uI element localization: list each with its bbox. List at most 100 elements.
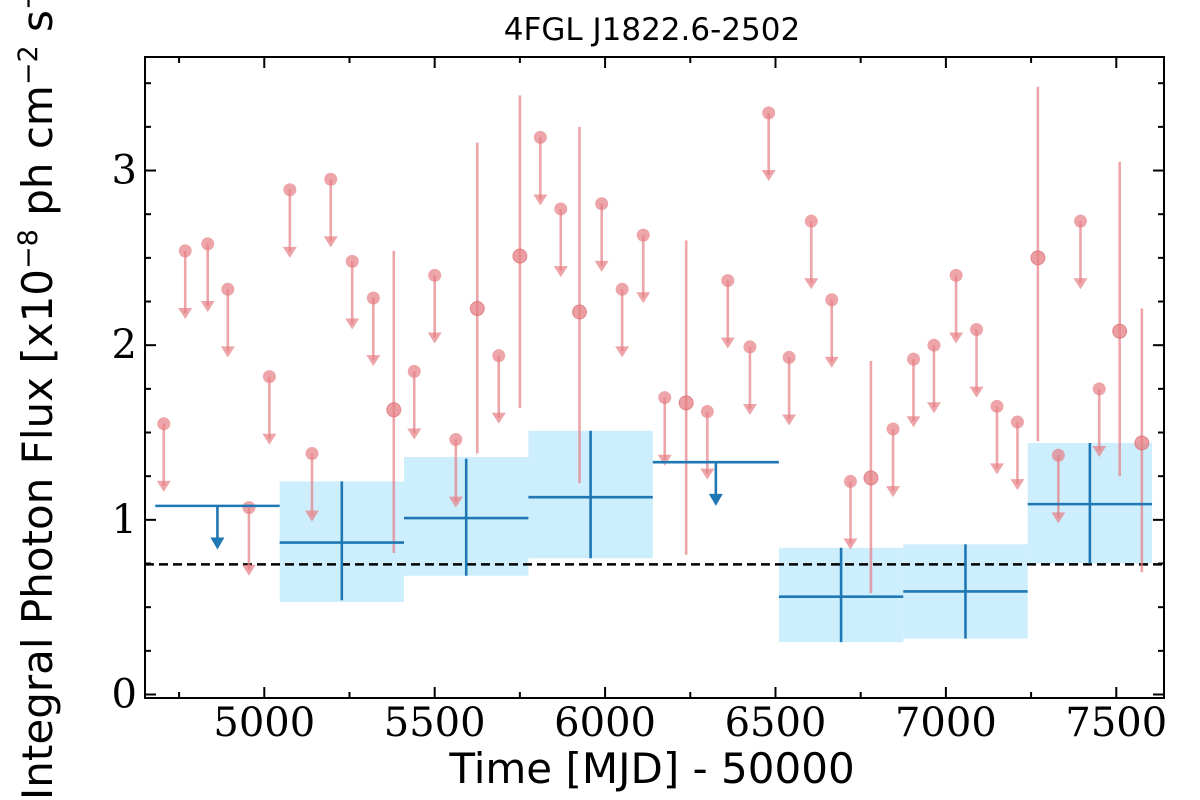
short-bin-marker <box>949 268 963 282</box>
short-bin-marker <box>990 399 1004 413</box>
short-bin-ul-arrowhead <box>448 496 463 508</box>
short-bin-ul-arrowhead <box>636 292 651 304</box>
short-bin-ul-arrowhead <box>220 346 235 358</box>
y-axis-label-main: Integral Photon Flux [x10 <box>13 269 62 800</box>
chart-title: 4FGL J1822.6-2502 <box>504 12 800 48</box>
y-axis-label-exponent-flux: −8 <box>13 229 44 269</box>
short-bin-ul-arrowhead <box>427 332 442 344</box>
short-bin-ul-arrowhead <box>886 486 901 498</box>
short-bin-marker <box>242 501 256 515</box>
short-bin-marker <box>1092 382 1106 396</box>
short-bin-marker <box>782 350 796 364</box>
short-bin-ul-arrowhead <box>200 301 215 313</box>
short-bin-ul-arrowhead <box>345 318 360 330</box>
axis-tick-labels: 5000 5500 6000 6500 7000 7500 0 1 2 3 <box>112 148 1168 746</box>
short-bin-marker <box>658 391 672 405</box>
short-bin-marker <box>572 304 588 320</box>
short-bin-marker <box>1074 214 1088 228</box>
short-bin-ul-arrowhead <box>178 307 193 319</box>
short-bin-ul-arrowhead <box>990 463 1005 475</box>
short-bin-marker <box>157 417 171 431</box>
short-bin-ul-arrowhead <box>262 433 277 445</box>
short-bin-marker <box>512 248 528 264</box>
short-bin-marker <box>366 291 380 305</box>
short-bin-marker <box>825 293 839 307</box>
short-bin-ul-arrowhead <box>700 468 715 480</box>
x-tick-label: 5000 <box>213 700 315 746</box>
short-bin-points <box>156 86 1150 594</box>
short-bin-ul-arrowhead <box>282 246 297 258</box>
short-bin-marker <box>615 282 629 296</box>
short-bin-marker <box>927 338 941 352</box>
short-bin-ul-arrowhead <box>906 416 921 428</box>
y-axis-label-exponent-s: −1 <box>13 0 44 10</box>
y-tick-label: 2 <box>112 322 137 368</box>
axis-ticks <box>145 57 1164 698</box>
short-bin-ul-arrowhead <box>407 428 422 440</box>
short-bin-marker <box>221 282 235 296</box>
short-bin-marker <box>886 422 900 436</box>
short-bin-marker <box>554 202 568 216</box>
short-bin-marker <box>449 433 463 447</box>
short-bin-marker <box>533 130 547 144</box>
short-bin-ul-arrowhead <box>804 278 819 290</box>
short-bin-ul-arrowhead <box>1092 445 1107 457</box>
short-bin-ul-arrowhead <box>323 236 338 248</box>
short-bin-marker <box>1134 435 1150 451</box>
short-bin-ul-arrowhead <box>657 454 672 466</box>
short-bin-marker <box>324 172 338 186</box>
short-bin-marker <box>283 183 297 197</box>
short-bin-ul-arrowhead <box>843 538 858 550</box>
short-bin-ul-arrowhead <box>304 510 319 522</box>
short-bin-marker <box>345 254 359 268</box>
short-bin-marker <box>492 349 506 363</box>
x-tick-label: 5500 <box>384 700 486 746</box>
short-bin-ul-arrowhead <box>533 194 548 206</box>
short-bin-marker <box>305 446 319 460</box>
short-bin-ul-arrowhead <box>949 332 964 344</box>
y-axis-label-unit-cm: ph cm <box>13 85 62 229</box>
short-bin-ul-arrowhead <box>491 412 506 424</box>
short-bin-marker <box>262 370 276 384</box>
short-bin-ul-arrowhead <box>615 346 630 358</box>
short-bin-ul-arrowhead <box>553 266 568 278</box>
short-bin-marker <box>907 352 921 366</box>
short-bin-marker <box>843 474 857 488</box>
short-bin-ul-arrowhead <box>156 480 171 492</box>
y-axis-label-unit-s: s <box>13 10 62 45</box>
y-tick-label: 0 <box>112 672 137 718</box>
short-bin-marker <box>721 274 735 288</box>
x-axis-label: Time [MJD] - 50000 <box>448 744 854 793</box>
short-bin-marker <box>1010 415 1024 429</box>
short-bin-marker <box>595 197 609 211</box>
short-bin-ul-arrowhead <box>241 564 256 576</box>
short-bin-ul-arrowhead <box>720 337 735 349</box>
short-bin-ul-arrowhead <box>366 355 381 367</box>
short-bin-ul-arrowhead <box>926 402 941 414</box>
short-bin-ul-arrowhead <box>1010 479 1025 491</box>
short-bin-marker <box>469 301 485 317</box>
short-bin-marker <box>1112 323 1128 339</box>
y-axis-label: Integral Photon Flux [x10−8 ph cm−2 s−1] <box>13 0 62 800</box>
short-bin-marker <box>762 106 776 120</box>
short-bin-marker <box>407 364 421 378</box>
short-bin-marker <box>386 402 402 418</box>
short-bin-marker <box>201 237 215 251</box>
short-bin-ul-arrowhead <box>1051 512 1066 524</box>
short-bin-ul-arrowhead <box>969 386 984 398</box>
long-bin-points <box>155 430 1153 643</box>
y-axis-label-exponent-cm: −2 <box>13 45 44 85</box>
y-tick-label: 1 <box>112 497 137 543</box>
short-bin-marker <box>1030 250 1046 266</box>
short-bin-ul-arrowhead <box>594 260 609 272</box>
short-bin-ul-arrowhead <box>782 414 797 426</box>
short-bin-marker <box>428 268 442 282</box>
long-bin-ul-arrowhead <box>708 493 723 506</box>
x-tick-label: 7500 <box>1065 700 1167 746</box>
short-bin-ul-arrowhead <box>824 356 839 368</box>
plot-frame <box>144 56 1165 699</box>
short-bin-ul-arrowhead <box>742 404 757 416</box>
long-bin-ul-arrowhead <box>210 537 225 550</box>
short-bin-ul-arrowhead <box>1073 278 1088 290</box>
